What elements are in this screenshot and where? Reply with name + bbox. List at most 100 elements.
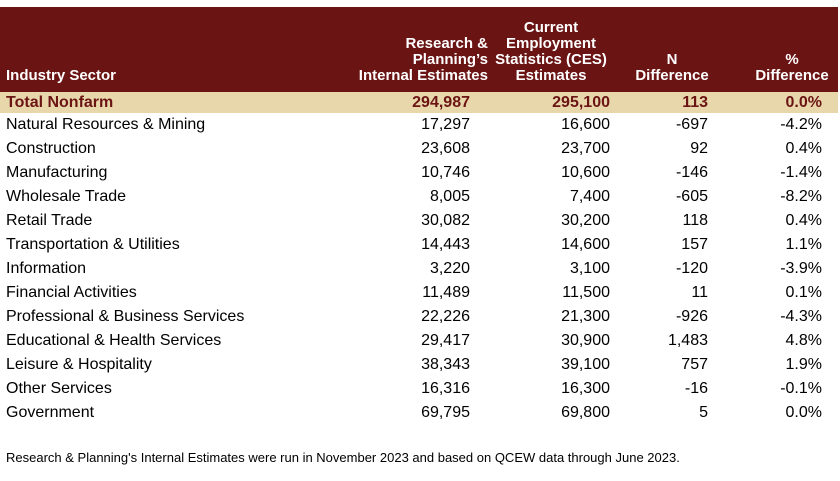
rp-cell: 10,746 (421, 164, 470, 181)
rp-cell: 17,297 (421, 116, 470, 133)
rp-cell: 11,489 (422, 284, 470, 301)
n-diff-cell: 757 (681, 356, 708, 373)
header-ces-line: Employment (505, 35, 596, 52)
header-ces-line: Estimates (515, 67, 587, 84)
table-row: Other Services 16,316 16,300 -16 -0.1% (0, 377, 838, 401)
n-diff-cell: 1,483 (667, 332, 708, 349)
sector-cell: Natural Resources & Mining (6, 116, 206, 133)
header-rp-line: Research & (405, 35, 488, 52)
pct-diff-cell: 1.1% (785, 236, 822, 253)
table-row: Wholesale Trade 8,005 7,400 -605 -8.2% (0, 185, 838, 209)
pct-diff-cell: 1.9% (785, 356, 822, 373)
sector-cell: Retail Trade (6, 212, 93, 229)
ces-cell: 21,300 (561, 308, 610, 325)
table-row: Financial Activities 11,489 11,500 11 0.1% (0, 281, 838, 305)
pct-diff-cell: 0.1% (785, 284, 822, 301)
header-row: Industry Sector Research & Planning’s In… (0, 7, 838, 91)
total-sector-cell: Total Nonfarm (0, 89, 346, 113)
header-pct-line: Difference (755, 67, 829, 84)
rp-cell: 23,608 (421, 140, 470, 157)
n-diff-cell: 5 (699, 404, 708, 421)
table-row: Natural Resources & Mining 17,297 16,600 -6… (0, 113, 838, 137)
n-diff-cell: -146 (675, 164, 708, 181)
ces-cell: 10,600 (561, 164, 610, 181)
table-row: Manufacturing 10,746 10,600 -146 -1.4% (0, 161, 838, 185)
header-industry-sector: Industry Sector (0, 7, 346, 91)
ces-cell: 23,700 (561, 140, 610, 157)
ces-cell: 69,800 (561, 404, 610, 421)
pct-diff-cell: 0.4% (785, 140, 822, 157)
table-row: Leisure & Hospitality 38,343 39,100 757 1.9% (0, 353, 838, 377)
total-nonfarm-row: Total Nonfarm 294,987 295,100 113 0.0% (0, 89, 838, 113)
sector-cell: Wholesale Trade (6, 188, 127, 205)
table-row: Retail Trade 30,082 30,200 118 0.4% (0, 209, 838, 233)
rp-cell: 29,417 (421, 332, 470, 349)
ces-cell: 39,100 (561, 356, 610, 373)
table-row: Information 3,220 3,100 -120 -3.9% (0, 257, 838, 281)
ces-cell: 11,500 (562, 284, 610, 301)
header-n-line: Difference (635, 67, 709, 84)
header-ces-line: Current (523, 19, 579, 36)
table-row: Educational & Health Services 29,417 30,90… (0, 329, 838, 353)
header-rp-line: Planning’s (412, 51, 488, 68)
sector-cell: Construction (6, 140, 96, 157)
header-n-line: N (666, 51, 678, 68)
sector-cell: Financial Activities (6, 284, 137, 301)
n-diff-cell: 92 (690, 140, 708, 157)
rp-cell: 3,220 (429, 260, 470, 277)
pct-diff-cell: -4.2% (780, 116, 822, 133)
estimates-table: Industry Sector Research & Planning’s In… (0, 7, 838, 425)
pct-diff-cell: 4.8% (785, 332, 822, 349)
n-diff-cell: 11 (691, 284, 708, 301)
n-diff-cell: -605 (675, 188, 708, 205)
header-n-difference: N Difference (612, 7, 712, 91)
n-diff-cell: 118 (682, 212, 708, 229)
n-diff-cell: 157 (681, 236, 708, 253)
sector-cell: Transportation & Utilities (6, 236, 180, 253)
rp-cell: 30,082 (421, 212, 470, 229)
n-diff-cell: -697 (675, 116, 708, 133)
table-row: Transportation & Utilities 14,443 14,600 15… (0, 233, 838, 257)
ces-cell: 14,600 (561, 236, 610, 253)
pct-diff-cell: -8.2% (780, 188, 822, 205)
sector-cell: Manufacturing (6, 164, 108, 181)
pct-diff-cell: -3.9% (780, 260, 822, 277)
pct-diff-cell: -0.1% (780, 380, 822, 397)
sector-cell: Information (6, 260, 87, 277)
header-ces-line: Statistics (CES) (495, 51, 607, 68)
sector-cell: Other Services (6, 380, 112, 397)
n-diff-cell: -926 (675, 308, 708, 325)
n-diff-cell: -16 (684, 380, 708, 397)
total-rp-cell: 294,987 (346, 89, 490, 113)
header-rp-line: Internal Estimates (358, 67, 488, 84)
table-row: Professional & Business Services 22,226 21… (0, 305, 838, 329)
ces-cell: 30,200 (561, 212, 610, 229)
sector-cell: Educational & Health Services (6, 332, 222, 349)
header-industry-sector-label: Industry Sector (6, 67, 117, 84)
sector-cell: Professional & Business Services (6, 308, 245, 325)
ces-cell: 30,900 (561, 332, 610, 349)
total-pct-cell: 0.0% (712, 89, 838, 113)
total-ces-cell: 295,100 (490, 89, 612, 113)
rp-cell: 69,795 (421, 404, 470, 421)
table-body: Total Nonfarm 294,987 295,100 113 0.0% N… (0, 89, 838, 426)
header-pct-difference: % Difference (712, 7, 838, 91)
sector-cell: Government (6, 404, 95, 421)
rp-cell: 8,005 (429, 188, 470, 205)
pct-diff-cell: 0.0% (785, 404, 822, 421)
rp-cell: 14,443 (421, 236, 470, 253)
header-pct-line: % (785, 51, 799, 68)
rp-cell: 16,316 (421, 380, 470, 397)
table-row: Government 69,795 69,800 5 0.0% (0, 401, 838, 425)
table-row: Construction 23,608 23,700 92 0.4% (0, 137, 838, 161)
pct-diff-cell: -1.4% (780, 164, 822, 181)
ces-cell: 7,400 (569, 188, 610, 205)
n-diff-cell: -120 (675, 260, 708, 277)
header-rp-estimates: Research & Planning’s Internal Estimates (346, 7, 490, 91)
ces-cell: 16,600 (561, 116, 610, 133)
pct-diff-cell: -4.3% (780, 308, 822, 325)
footnote: Research & Planning's Internal Estimates… (6, 450, 680, 465)
table-header: Industry Sector Research & Planning’s In… (0, 7, 838, 91)
sector-cell: Leisure & Hospitality (6, 356, 152, 373)
